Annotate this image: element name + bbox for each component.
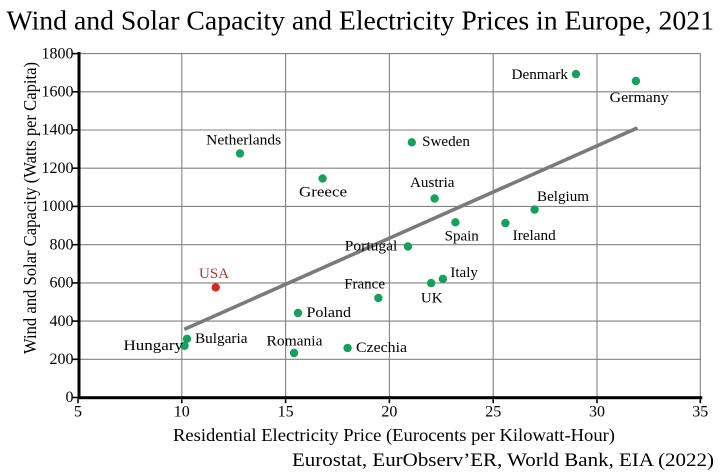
svg-text:Poland: Poland: [307, 305, 352, 321]
svg-text:Czechia: Czechia: [356, 340, 407, 356]
svg-text:1600: 1600: [42, 84, 74, 101]
svg-text:25: 25: [485, 404, 501, 421]
svg-text:Hungary: Hungary: [124, 338, 184, 354]
svg-text:20: 20: [381, 404, 397, 421]
svg-text:400: 400: [50, 313, 74, 330]
svg-text:Belgium: Belgium: [537, 189, 589, 205]
svg-text:5: 5: [74, 404, 82, 421]
svg-text:UK: UK: [421, 291, 443, 307]
svg-text:Greece: Greece: [299, 185, 347, 201]
svg-text:Romania: Romania: [267, 334, 323, 350]
svg-text:Eurostat, EurObserv’ER, World: Eurostat, EurObserv’ER, World Bank, EIA …: [292, 450, 714, 471]
svg-text:Wind and Solar Capacity (Watts: Wind and Solar Capacity (Watts per Capit…: [20, 62, 41, 354]
svg-text:Netherlands: Netherlands: [206, 133, 281, 149]
svg-text:Bulgaria: Bulgaria: [195, 331, 248, 347]
svg-text:15: 15: [278, 404, 294, 421]
svg-text:1400: 1400: [42, 122, 74, 139]
svg-text:France: France: [344, 277, 385, 293]
svg-text:35: 35: [692, 404, 708, 421]
svg-text:30: 30: [589, 404, 605, 421]
svg-text:0: 0: [66, 389, 74, 406]
svg-text:Italy: Italy: [450, 265, 478, 281]
svg-text:Ireland: Ireland: [513, 228, 556, 244]
svg-text:Portugal: Portugal: [345, 239, 398, 255]
svg-text:10: 10: [174, 404, 190, 421]
svg-text:USA: USA: [199, 266, 229, 282]
svg-text:Germany: Germany: [610, 90, 670, 106]
svg-text:600: 600: [50, 275, 74, 292]
svg-text:Austria: Austria: [410, 175, 455, 191]
svg-text:Spain: Spain: [445, 228, 480, 244]
svg-text:200: 200: [50, 351, 74, 368]
svg-text:Residential Electricity Price: Residential Electricity Price (Eurocents…: [173, 425, 615, 446]
svg-text:Sweden: Sweden: [422, 134, 470, 150]
svg-text:1000: 1000: [42, 198, 74, 215]
svg-text:1800: 1800: [42, 45, 74, 62]
svg-text:Denmark: Denmark: [512, 67, 569, 83]
svg-text:1200: 1200: [42, 160, 74, 177]
svg-text:800: 800: [50, 236, 74, 253]
svg-text:Wind and Solar Capacity and El: Wind and Solar Capacity and Electricity …: [7, 6, 714, 36]
